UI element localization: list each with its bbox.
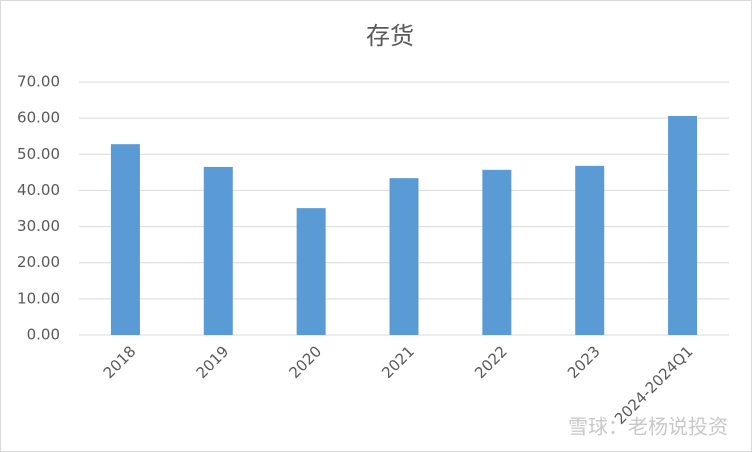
y-tick-label: 30.00 — [17, 217, 60, 235]
bar — [668, 115, 698, 335]
bar — [296, 208, 326, 335]
y-tick-label: 0.00 — [27, 326, 60, 344]
y-tick-label: 10.00 — [17, 289, 60, 307]
y-tick-label: 60.00 — [17, 109, 60, 127]
bar — [110, 144, 140, 335]
bar — [482, 169, 512, 335]
bar — [389, 178, 419, 335]
y-tick-label: 40.00 — [17, 181, 60, 199]
watermark: 雪球：老杨说投资 — [568, 415, 728, 439]
chart-title: 存货 — [366, 22, 414, 50]
bar — [203, 166, 233, 335]
bar — [575, 165, 605, 335]
y-tick-label: 50.00 — [17, 145, 60, 163]
y-tick-label: 20.00 — [17, 253, 60, 271]
y-tick-label: 70.00 — [17, 73, 60, 91]
